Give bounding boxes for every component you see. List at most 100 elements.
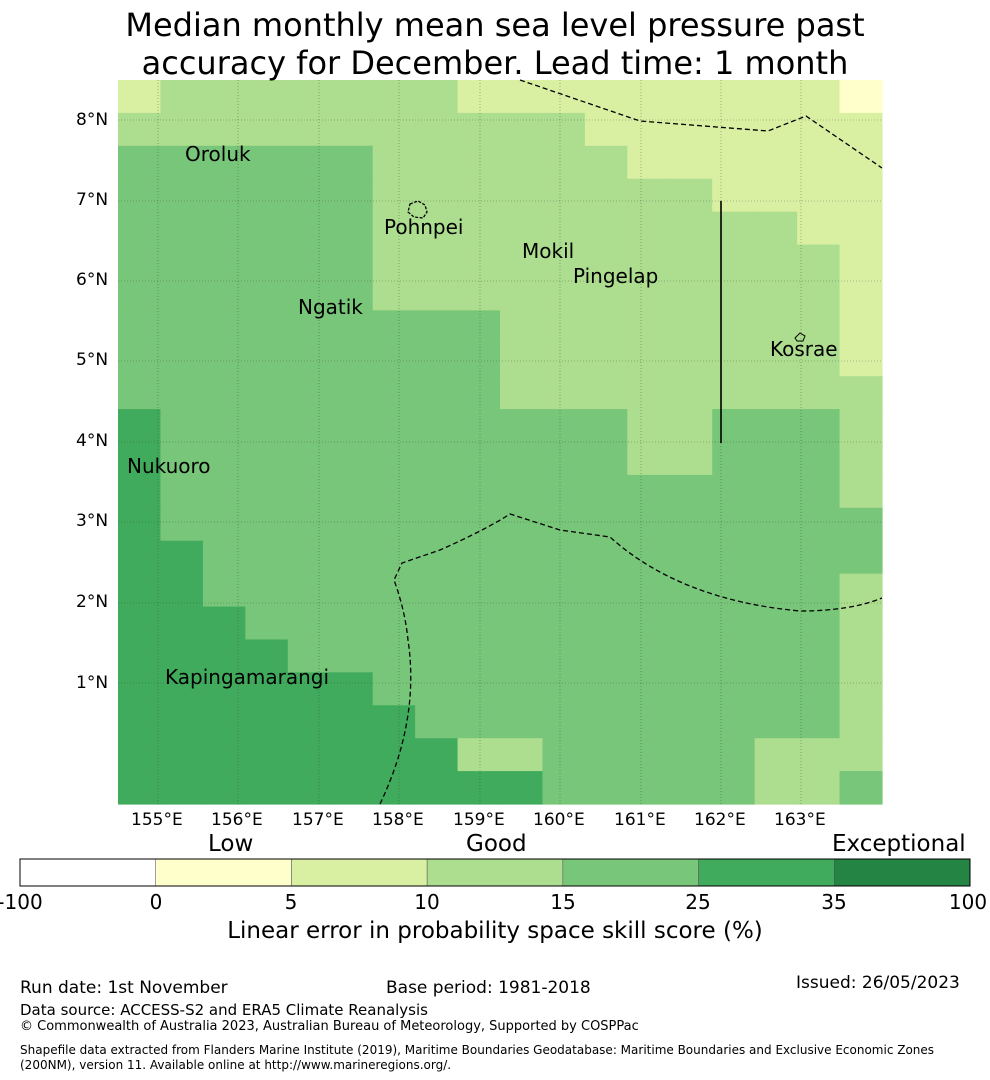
skill-cell	[839, 540, 883, 575]
skill-cell	[797, 442, 841, 476]
skill-cell	[797, 178, 841, 213]
skill-cell	[330, 277, 374, 311]
skill-cell	[245, 507, 289, 542]
skill-cell	[415, 442, 459, 476]
colorbar-title: Linear error in probability space skill …	[227, 918, 763, 944]
colorbar-segment	[698, 858, 835, 887]
skill-cell	[202, 442, 246, 476]
skill-cell	[500, 540, 544, 575]
skill-cell	[330, 112, 374, 147]
lon-label-157e: 157°E	[292, 810, 344, 830]
skill-cell	[287, 705, 331, 739]
skill-cell	[118, 178, 162, 213]
skill-cell	[542, 507, 586, 542]
skill-cell	[754, 705, 798, 739]
skill-cell	[457, 540, 501, 575]
skill-cell	[542, 376, 586, 410]
skill-cell	[712, 474, 756, 509]
skill-cell	[839, 80, 883, 114]
skill-cell	[839, 573, 883, 608]
skill-cell	[457, 639, 501, 673]
skill-cell	[797, 771, 841, 805]
skill-cell	[202, 639, 246, 673]
skill-cell	[584, 145, 628, 180]
skill-cell	[712, 672, 756, 706]
skill-cell	[584, 639, 628, 673]
skill-cell	[542, 573, 586, 608]
skill-cell	[330, 178, 374, 213]
skill-cell	[669, 672, 713, 706]
skill-cell	[160, 606, 204, 641]
skill-cell	[372, 474, 416, 509]
skill-cell	[330, 540, 374, 575]
skill-cell	[627, 376, 671, 410]
skill-cell	[712, 442, 756, 476]
skill-cell	[797, 376, 841, 410]
skill-cell	[372, 112, 416, 147]
skill-cell	[839, 705, 883, 739]
skill-cell	[627, 80, 671, 114]
skill-cell	[542, 705, 586, 739]
skill-cell	[839, 738, 883, 772]
skill-cell	[584, 442, 628, 476]
skill-cell	[415, 80, 459, 114]
skill-cell	[287, 771, 331, 805]
skill-cell	[754, 80, 798, 114]
lon-label-155e: 155°E	[131, 810, 183, 830]
skill-cell	[797, 409, 841, 443]
skill-cell	[160, 409, 204, 443]
skill-cell	[372, 507, 416, 542]
skill-cell	[330, 442, 374, 476]
skill-cell	[245, 573, 289, 608]
skill-cell	[330, 606, 374, 641]
skill-cell	[457, 474, 501, 509]
skill-cell	[118, 310, 162, 344]
skill-cell	[202, 343, 246, 377]
skill-cell	[712, 540, 756, 575]
skill-cell	[627, 573, 671, 608]
skill-cell	[160, 178, 204, 213]
skill-cell	[457, 409, 501, 443]
skill-cell	[457, 277, 501, 311]
skill-cell	[415, 211, 459, 246]
skill-cell	[330, 705, 374, 739]
skill-cell	[457, 442, 501, 476]
skill-cell	[542, 606, 586, 641]
skill-cell	[542, 244, 586, 279]
skill-cell	[457, 178, 501, 213]
place-pingelap: Pingelap	[573, 264, 659, 288]
skill-cell	[712, 178, 756, 213]
skill-cell	[542, 672, 586, 706]
skill-cell	[118, 507, 162, 542]
skill-cell	[627, 343, 671, 377]
skill-cell	[372, 672, 416, 706]
skill-cell	[712, 738, 756, 772]
skill-cell	[202, 112, 246, 147]
skill-cell	[627, 211, 671, 246]
colorbar-segment	[291, 858, 428, 887]
skill-cell	[118, 145, 162, 180]
skill-cell	[754, 540, 798, 575]
skill-cell	[542, 639, 586, 673]
skill-cell	[160, 244, 204, 279]
skill-cell	[457, 343, 501, 377]
skill-cell	[457, 606, 501, 641]
lon-label-158e: 158°E	[372, 810, 424, 830]
skill-cell	[287, 80, 331, 114]
skill-cell	[754, 376, 798, 410]
skill-cell	[415, 277, 459, 311]
skill-cell	[457, 112, 501, 147]
place-pohnpei: Pohnpei	[384, 215, 464, 239]
skill-cell	[415, 606, 459, 641]
skill-cell	[330, 80, 374, 114]
skill-cell	[287, 507, 331, 542]
skill-cell	[839, 277, 883, 311]
skill-cell	[839, 442, 883, 476]
skill-cell	[712, 606, 756, 641]
skill-cell	[202, 771, 246, 805]
skill-cell	[754, 211, 798, 246]
skill-cell	[500, 771, 544, 805]
eez-boundary-south	[379, 513, 883, 805]
skill-cell	[118, 409, 162, 443]
skill-cell	[500, 310, 544, 344]
